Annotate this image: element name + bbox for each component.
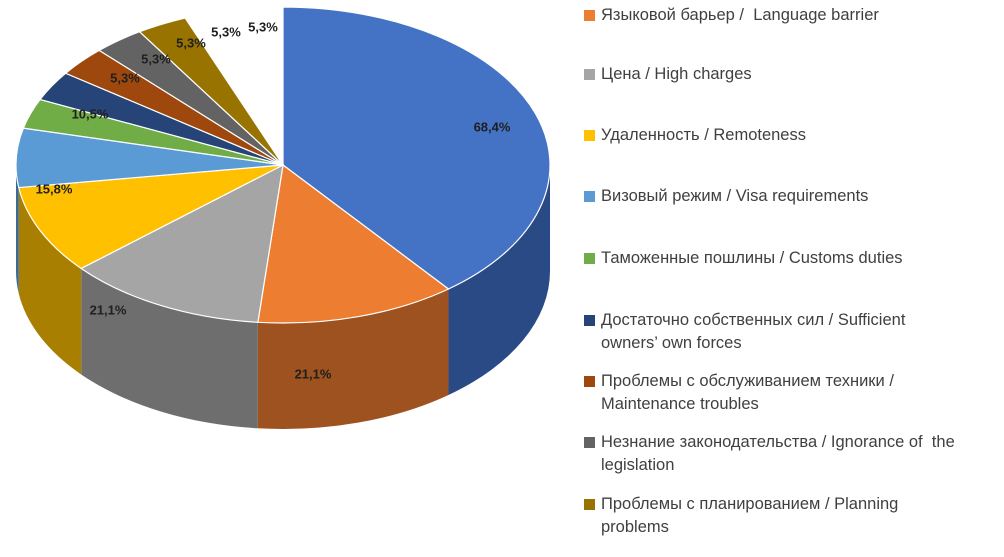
pie-data-label: 68,4% — [474, 119, 511, 134]
legend-label: Достаточно собственных сил / Sufficient … — [601, 311, 906, 352]
pie-slice — [17, 164, 284, 270]
pie-slice — [257, 163, 450, 324]
pie-data-label: 5,3% — [211, 24, 241, 39]
pie-slice-side — [257, 288, 449, 429]
legend-label: Цена / High charges — [601, 65, 752, 83]
pie-slice — [282, 6, 551, 290]
pie-data-labels-layer: 68,4%21,1%21,1%15,8%10,5%5,3%5,3%5,3%5,3… — [36, 19, 511, 381]
legend-swatch — [584, 376, 595, 387]
pie-data-label: 15,8% — [36, 181, 73, 196]
legend-swatch — [584, 191, 595, 202]
legend-label: Удаленность / Remoteness — [601, 126, 806, 144]
legend-label: Таможенные пошлины / Customs duties — [601, 249, 903, 267]
pie-chart: 68,4%21,1%21,1%15,8%10,5%5,3%5,3%5,3%5,3… — [15, 6, 551, 429]
legend-label: Незнание законодательства / Ignorance of… — [601, 433, 955, 474]
pie-slice — [138, 17, 284, 166]
pie-data-label: 5,3% — [110, 70, 140, 85]
legend-swatch — [584, 253, 595, 264]
legend-swatch — [584, 499, 595, 510]
pie-data-label: 5,3% — [176, 35, 206, 50]
legend-swatch — [584, 69, 595, 80]
pie-depth-layer — [16, 165, 550, 429]
pie-slice-side — [18, 187, 82, 375]
legend-swatch — [584, 437, 595, 448]
pie-data-label: 21,1% — [90, 302, 127, 317]
legend-swatch — [584, 130, 595, 141]
legend-swatch — [584, 315, 595, 326]
legend-swatch — [584, 10, 595, 21]
legend-label: Языковой барьер / Language barrier — [601, 6, 879, 24]
pie-data-label: 5,3% — [141, 51, 171, 66]
pie-data-label: 10,5% — [72, 106, 109, 121]
pie-slice-side — [16, 165, 19, 294]
pie-slice-side — [81, 268, 258, 429]
legend-label: Проблемы с планированием / Planning prob… — [601, 495, 899, 536]
pie-slice — [80, 163, 284, 323]
pie-slices-layer — [15, 6, 551, 324]
pie-slice-side — [448, 165, 550, 395]
legend-label: Визовый режим / Visa requirements — [601, 187, 869, 205]
pie-data-label: 5,3% — [248, 19, 278, 34]
legend-label: Проблемы с обслуживанием техники / Maint… — [601, 372, 894, 413]
pie-data-label: 21,1% — [295, 366, 332, 381]
